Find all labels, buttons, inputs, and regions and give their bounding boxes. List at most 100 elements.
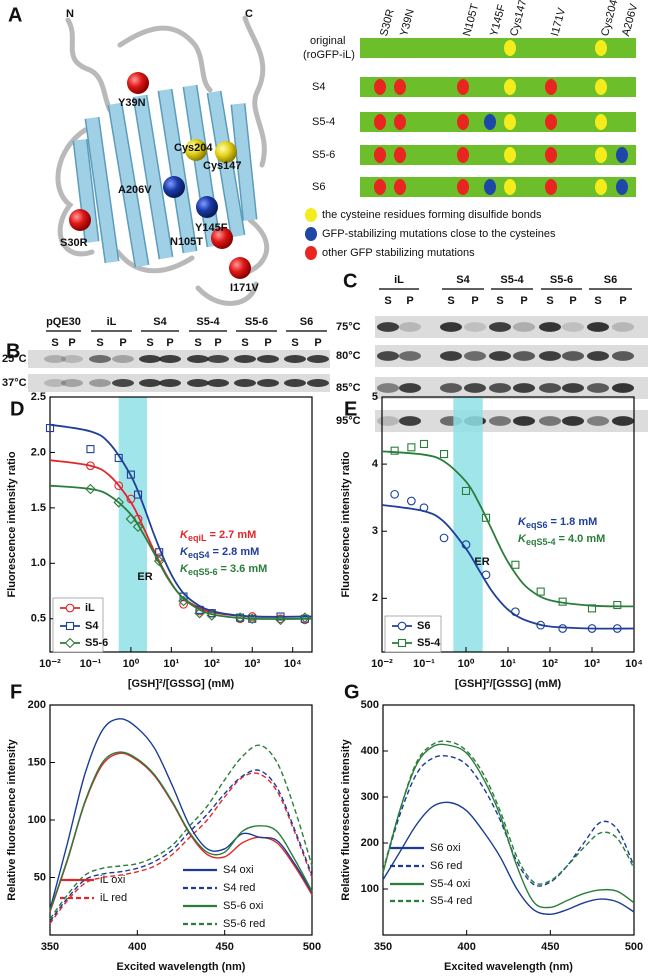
row-sublabel: (roGFP-iL) bbox=[303, 49, 355, 61]
gel-band bbox=[112, 355, 134, 363]
construct-bar bbox=[360, 145, 636, 165]
fraction-label: P bbox=[68, 337, 75, 349]
gel-band bbox=[44, 355, 66, 363]
mutation-header: Cys204 bbox=[599, 0, 620, 38]
gel-strip bbox=[375, 345, 648, 367]
mutation-dot bbox=[616, 147, 628, 163]
y-tick-label: 2.0 bbox=[31, 446, 46, 458]
y-tick-label: 4 bbox=[372, 458, 379, 470]
structure-label: Y39N bbox=[118, 97, 146, 109]
fraction-label: P bbox=[119, 337, 126, 349]
temperature-label: 85°C bbox=[336, 382, 361, 394]
chart: G 100 200 300 400 500 350 400 450 500 Excited wave… bbox=[340, 681, 643, 973]
gel-band bbox=[489, 351, 511, 361]
structure-label: I171V bbox=[230, 282, 259, 294]
mutation-dot bbox=[545, 147, 557, 163]
y-axis-title: Fluorescence intensity ratio bbox=[6, 451, 18, 597]
gel-band bbox=[399, 416, 421, 426]
k-annotation: KeqS5-6 = 3.6 mM bbox=[180, 563, 267, 577]
data-point bbox=[179, 592, 188, 601]
data-point bbox=[461, 486, 471, 495]
legend-label: S5-4 bbox=[417, 637, 441, 649]
construct-bar bbox=[360, 112, 636, 132]
data-point bbox=[407, 443, 416, 452]
x-axis-title: [GSH]²/[GSSG] (mM) bbox=[455, 678, 562, 690]
gel-band bbox=[257, 379, 279, 387]
gel-band bbox=[399, 351, 421, 361]
data-point bbox=[45, 423, 55, 433]
gel-band bbox=[539, 383, 561, 393]
fraction-label: P bbox=[264, 337, 271, 349]
spectrum-line bbox=[382, 801, 635, 916]
mutation-dot bbox=[394, 114, 406, 130]
fraction-label: S bbox=[546, 295, 553, 307]
data-point bbox=[65, 621, 75, 631]
data-point bbox=[419, 503, 429, 513]
k-subscript: eqS6 bbox=[526, 520, 548, 530]
mutation-dot bbox=[545, 79, 557, 95]
data-point bbox=[587, 624, 597, 633]
gel-band bbox=[61, 379, 83, 387]
spectrum-line bbox=[382, 754, 635, 887]
x-tick-label: 10² bbox=[542, 658, 558, 670]
data-point bbox=[612, 624, 622, 633]
k-annotation: KeqS6 = 1.8 mM bbox=[518, 516, 597, 530]
lane-label: S6 bbox=[300, 316, 313, 328]
mutation-dot bbox=[545, 114, 557, 130]
protein-structure bbox=[55, 15, 270, 306]
temperature-label: 75°C bbox=[336, 321, 361, 333]
data-point bbox=[390, 489, 399, 499]
x-tick-label: 10² bbox=[204, 658, 220, 670]
panel-letter: F bbox=[10, 681, 22, 703]
spectrum-line bbox=[49, 752, 313, 913]
x-tick-label: 400 bbox=[457, 941, 475, 953]
mutation-header: Cys147 bbox=[508, 0, 529, 38]
k-symbol: K bbox=[180, 546, 189, 558]
fraction-label: S bbox=[594, 295, 601, 307]
gel-band bbox=[440, 351, 462, 361]
spectrum-line bbox=[49, 751, 313, 912]
data-point bbox=[407, 496, 416, 506]
gel-band bbox=[513, 416, 535, 426]
gel-band bbox=[587, 351, 609, 361]
mutation-dot bbox=[484, 179, 496, 195]
gel-band bbox=[489, 383, 511, 393]
gel-band bbox=[112, 379, 134, 387]
lane-label: S5-6 bbox=[245, 316, 268, 328]
mutation-header: Y39N bbox=[398, 8, 417, 38]
k-symbol: K bbox=[180, 529, 189, 541]
x-axis-title: [GSH]²/[GSSG] (mM) bbox=[128, 678, 235, 690]
mutation-dot bbox=[545, 179, 557, 195]
k-subscript: eqS5-4 bbox=[526, 537, 556, 547]
data-point bbox=[439, 449, 449, 459]
mutation-header: I171V bbox=[549, 6, 568, 38]
gel-band bbox=[489, 416, 511, 426]
chart: F 50 100 150 200 350 400 450 500 Excited waveleng… bbox=[6, 681, 321, 973]
gel-band bbox=[284, 355, 306, 363]
x-tick-label: 350 bbox=[374, 941, 392, 953]
fraction-label: S bbox=[146, 337, 153, 349]
gel-band bbox=[612, 322, 634, 332]
panel-letter: D bbox=[10, 398, 24, 420]
gel-band bbox=[61, 355, 83, 363]
row-label: S4 bbox=[312, 81, 325, 93]
data-point bbox=[613, 600, 622, 610]
data-point bbox=[511, 607, 520, 617]
gel-band bbox=[377, 351, 399, 361]
x-tick-label: 10⁰ bbox=[458, 658, 475, 670]
gel-band bbox=[139, 355, 161, 363]
gel-band bbox=[89, 379, 111, 387]
structure-label: N105T bbox=[170, 236, 203, 248]
k-value: = 2.7 mM bbox=[206, 529, 256, 541]
fraction-label: P bbox=[619, 295, 626, 307]
legend-dot bbox=[305, 227, 317, 241]
construct-bar bbox=[360, 77, 636, 97]
data-point bbox=[481, 570, 491, 580]
fraction-label: P bbox=[520, 295, 527, 307]
gel-band bbox=[377, 322, 399, 332]
x-tick-label: 10⁻² bbox=[371, 658, 393, 670]
legend-label: S5-4 red bbox=[430, 895, 472, 907]
fraction-label: S bbox=[291, 337, 298, 349]
data-point bbox=[299, 612, 311, 623]
data-point bbox=[234, 612, 246, 623]
